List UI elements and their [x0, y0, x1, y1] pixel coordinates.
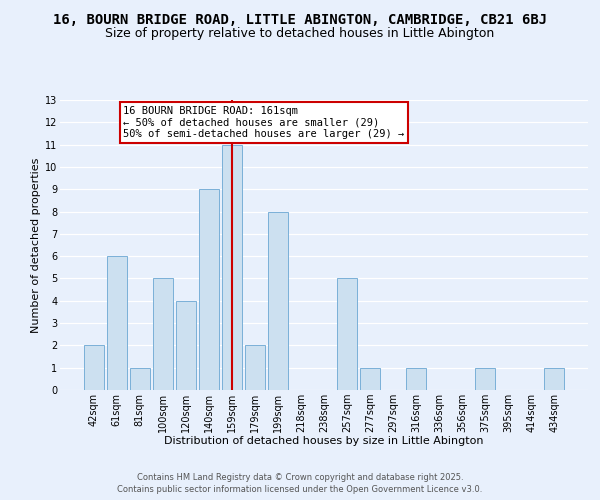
Bar: [107, 256, 127, 390]
Text: Size of property relative to detached houses in Little Abington: Size of property relative to detached ho…: [106, 28, 494, 40]
Bar: [245, 346, 265, 390]
Bar: [130, 368, 149, 390]
Text: Contains HM Land Registry data © Crown copyright and database right 2025.: Contains HM Land Registry data © Crown c…: [137, 473, 463, 482]
Y-axis label: Number of detached properties: Number of detached properties: [31, 158, 41, 332]
Bar: [406, 368, 426, 390]
Bar: [222, 144, 242, 390]
Text: Contains public sector information licensed under the Open Government Licence v3: Contains public sector information licen…: [118, 484, 482, 494]
Bar: [475, 368, 495, 390]
Bar: [176, 301, 196, 390]
Bar: [268, 212, 288, 390]
Text: 16 BOURN BRIDGE ROAD: 161sqm
← 50% of detached houses are smaller (29)
50% of se: 16 BOURN BRIDGE ROAD: 161sqm ← 50% of de…: [124, 106, 404, 139]
Text: 16, BOURN BRIDGE ROAD, LITTLE ABINGTON, CAMBRIDGE, CB21 6BJ: 16, BOURN BRIDGE ROAD, LITTLE ABINGTON, …: [53, 12, 547, 26]
X-axis label: Distribution of detached houses by size in Little Abington: Distribution of detached houses by size …: [164, 436, 484, 446]
Bar: [84, 346, 104, 390]
Bar: [199, 189, 218, 390]
Bar: [337, 278, 357, 390]
Bar: [360, 368, 380, 390]
Bar: [544, 368, 564, 390]
Bar: [153, 278, 173, 390]
